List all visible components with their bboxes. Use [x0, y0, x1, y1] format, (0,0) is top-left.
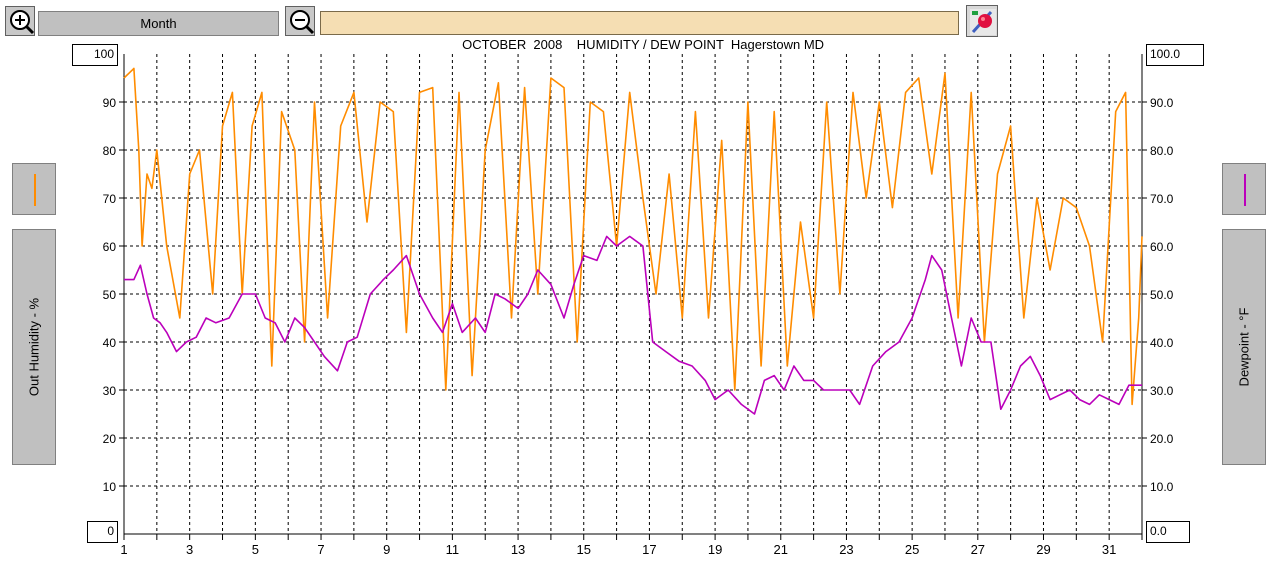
right-axis-min-box[interactable]: 0.0 [1146, 521, 1190, 543]
paint-brush-icon [970, 9, 996, 35]
right-y-tick-label: 90.0 [1150, 96, 1174, 110]
right-y-tick-label: 10.0 [1150, 480, 1174, 494]
right-axis-max-value: 100.0 [1150, 47, 1181, 61]
x-tick-label: 7 [317, 542, 324, 557]
left-axis-label-panel[interactable]: Out Humidity - % [12, 229, 56, 465]
x-tick-label: 31 [1102, 542, 1116, 557]
left-y-tick-label: 40 [103, 336, 117, 350]
left-y-tick-label: 20 [103, 432, 117, 446]
magnifier-plus-icon [10, 10, 35, 35]
x-tick-label: 25 [905, 542, 919, 557]
magnifier-minus-icon [290, 10, 315, 35]
right-axis-min-value: 0.0 [1150, 524, 1167, 538]
left-axis-min-box[interactable]: 0 [87, 521, 118, 543]
x-tick-label: 23 [839, 542, 853, 557]
x-tick-label: 5 [252, 542, 259, 557]
period-label: Month [140, 16, 177, 31]
zoom-out-button[interactable] [285, 6, 315, 36]
right-y-tick-label: 30.0 [1150, 384, 1174, 398]
chart-title: OCTOBER 2008 HUMIDITY / DEW POINT Hagers… [462, 37, 825, 52]
right-y-tick-label: 40.0 [1150, 336, 1174, 350]
chart-title-bar: OCTOBER 2008 HUMIDITY / DEW POINT Hagers… [320, 11, 959, 52]
left-axis-max-value: 100 [93, 47, 114, 61]
left-y-tick-label: 90 [103, 96, 117, 110]
right-axis-label-panel[interactable]: Dewpoint - °F [1222, 229, 1266, 465]
options-button[interactable] [966, 5, 998, 37]
x-tick-label: 29 [1036, 542, 1050, 557]
left-y-tick-label: 70 [103, 192, 117, 206]
left-axis-max-box[interactable]: 100 [72, 44, 118, 66]
x-tick-label: 1 [120, 542, 127, 557]
left-series-color-button[interactable] [12, 163, 56, 215]
left-series-swatch-icon [34, 174, 36, 206]
period-selector-button[interactable]: Month [38, 11, 279, 36]
right-y-tick-label: 20.0 [1150, 432, 1174, 446]
x-tick-label: 17 [642, 542, 656, 557]
dewpoint-series-line [124, 235, 1142, 415]
x-tick-label: 13 [511, 542, 525, 557]
left-y-tick-label: 60 [103, 240, 117, 254]
left-y-tick-label: 10 [103, 480, 117, 494]
left-y-tick-label: 50 [103, 288, 117, 302]
x-tick-label: 3 [186, 542, 193, 557]
right-axis-max-box[interactable]: 100.0 [1146, 44, 1204, 66]
right-y-tick-label: 80.0 [1150, 144, 1174, 158]
x-tick-label: 9 [383, 542, 390, 557]
humidity-series-line [123, 67, 1143, 406]
right-y-tick-label: 70.0 [1150, 192, 1174, 206]
right-y-tick-label: 50.0 [1150, 288, 1174, 302]
zoom-in-button[interactable] [5, 6, 35, 36]
x-tick-label: 19 [708, 542, 722, 557]
x-tick-label: 21 [774, 542, 788, 557]
right-series-swatch-icon [1244, 174, 1246, 206]
x-tick-label: 15 [577, 542, 591, 557]
left-axis-min-value: 0 [107, 524, 114, 538]
x-tick-label: 27 [971, 542, 985, 557]
right-series-color-button[interactable] [1222, 163, 1266, 215]
right-y-tick-label: 60.0 [1150, 240, 1174, 254]
left-y-tick-label: 80 [103, 144, 117, 158]
x-tick-label: 11 [446, 542, 460, 557]
left-y-tick-label: 30 [103, 384, 117, 398]
